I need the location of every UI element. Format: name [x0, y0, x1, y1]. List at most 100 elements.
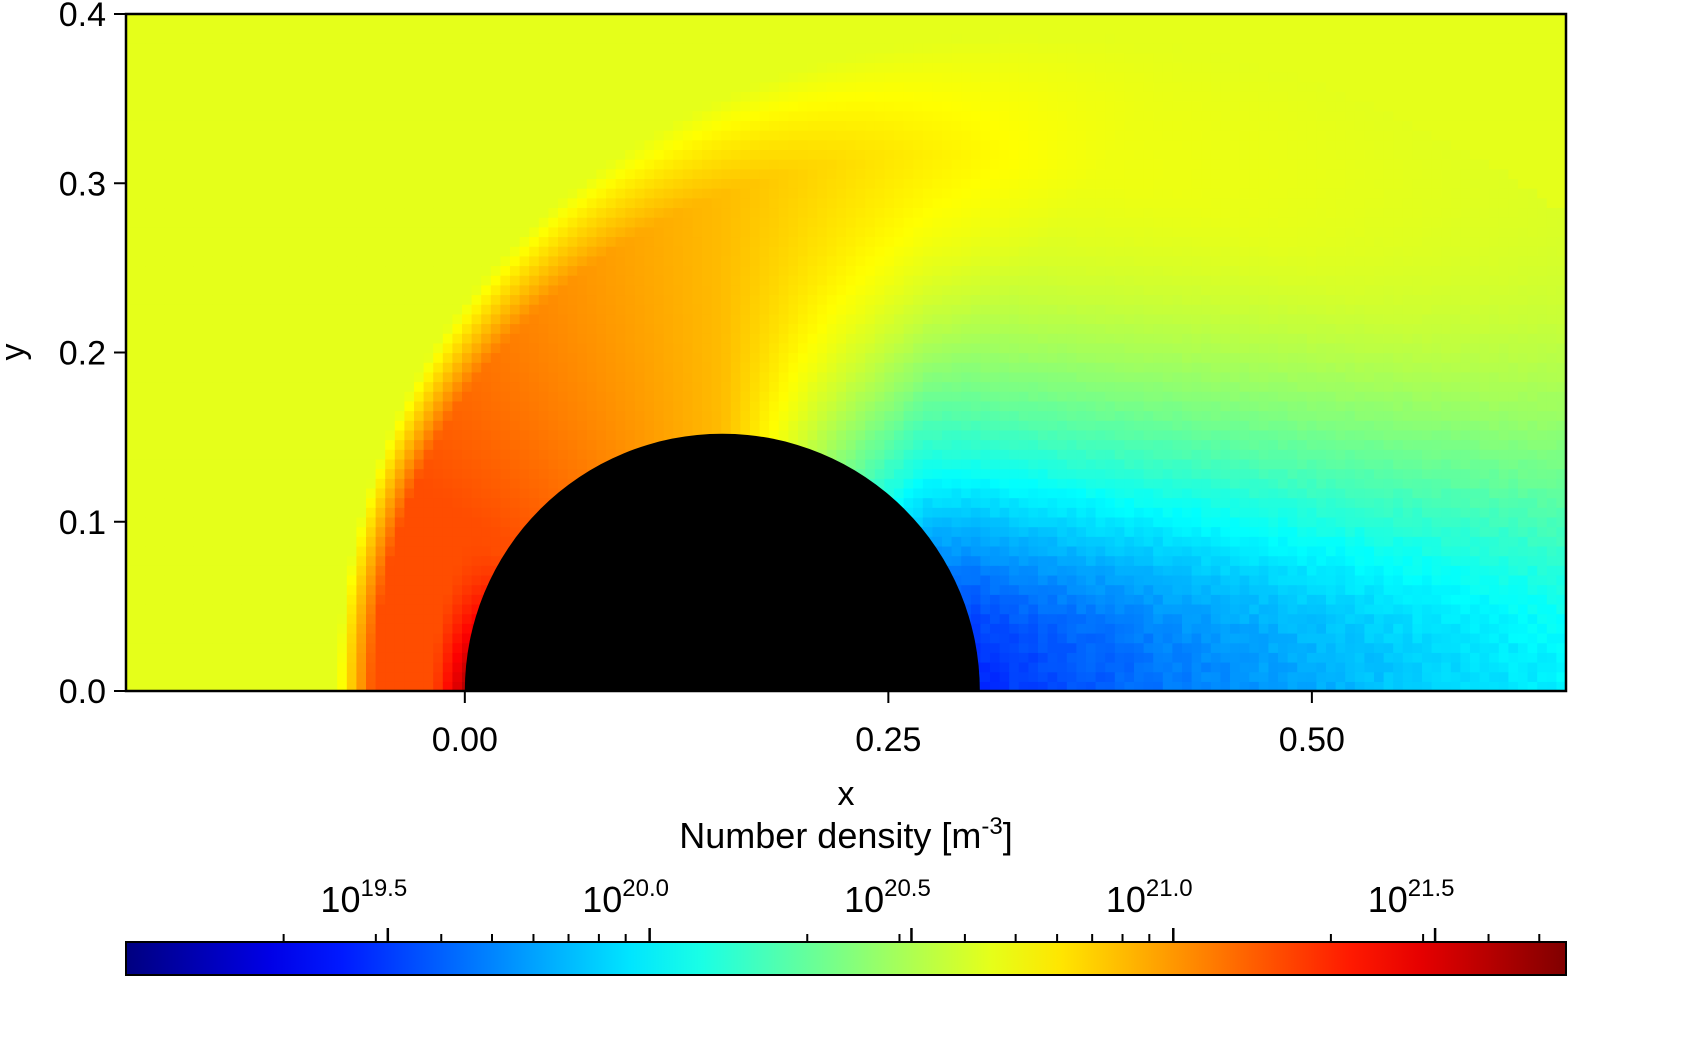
- heatmap-cell: [1470, 382, 1480, 392]
- heatmap-cell: [1009, 527, 1019, 537]
- heatmap-cell: [1048, 411, 1058, 421]
- heatmap-cell: [1134, 575, 1144, 585]
- heatmap-cell: [779, 411, 789, 421]
- heatmap-cell: [1470, 565, 1480, 575]
- heatmap-cell: [414, 507, 424, 517]
- heatmap-cell: [1172, 643, 1182, 653]
- heatmap-cell: [126, 469, 136, 479]
- heatmap-cell: [347, 565, 357, 575]
- heatmap-cell: [1537, 469, 1547, 479]
- heatmap-cell: [1124, 633, 1134, 643]
- heatmap-cell: [241, 391, 251, 401]
- heatmap-cell: [1345, 440, 1355, 450]
- heatmap-cell: [1528, 614, 1538, 624]
- heatmap-cell: [1326, 643, 1336, 653]
- heatmap-cell: [1172, 401, 1182, 411]
- heatmap-cell: [1316, 478, 1326, 488]
- heatmap-cell: [1105, 527, 1115, 537]
- heatmap-cell: [222, 478, 232, 488]
- heatmap-cell: [1009, 507, 1019, 517]
- heatmap-cell: [1182, 604, 1192, 614]
- heatmap-cell: [1441, 478, 1451, 488]
- heatmap-cell: [1393, 507, 1403, 517]
- heatmap-cell: [1096, 556, 1106, 566]
- heatmap-cell: [270, 469, 280, 479]
- heatmap-cell: [980, 585, 990, 595]
- heatmap-cell: [529, 391, 539, 401]
- heatmap-cell: [404, 527, 414, 537]
- heatmap-cell: [1547, 488, 1557, 498]
- heatmap-cell: [1451, 614, 1461, 624]
- heatmap-cell: [347, 372, 357, 382]
- heatmap-cell: [1518, 565, 1528, 575]
- heatmap-cell: [875, 440, 885, 450]
- heatmap-cell: [1460, 372, 1470, 382]
- heatmap-cell: [126, 623, 136, 633]
- heatmap-cell: [1067, 440, 1077, 450]
- heatmap-cell: [1422, 411, 1432, 421]
- heatmap-cell: [952, 391, 962, 401]
- heatmap-cell: [1316, 391, 1326, 401]
- heatmap-cell: [1153, 623, 1163, 633]
- heatmap-cell: [337, 498, 347, 508]
- heatmap-cell: [1307, 556, 1317, 566]
- heatmap-cell: [980, 498, 990, 508]
- heatmap-cell: [1211, 585, 1221, 595]
- heatmap-cell: [1528, 594, 1538, 604]
- heatmap-cell: [1307, 652, 1317, 662]
- heatmap-cell: [865, 372, 875, 382]
- heatmap-cell: [971, 411, 981, 421]
- heatmap-cell: [1038, 604, 1048, 614]
- heatmap-cell: [366, 478, 376, 488]
- heatmap-cell: [1355, 469, 1365, 479]
- heatmap-cell: [145, 391, 155, 401]
- heatmap-cell: [1489, 411, 1499, 421]
- heatmap-cell: [616, 440, 626, 450]
- heatmap-cell: [443, 372, 453, 382]
- heatmap-cell: [913, 382, 923, 392]
- heatmap-cell: [1124, 440, 1134, 450]
- heatmap-cell: [1412, 585, 1422, 595]
- heatmap-cell: [1518, 469, 1528, 479]
- heatmap-cell: [529, 362, 539, 372]
- heatmap-cell: [884, 449, 894, 459]
- heatmap-cell: [1336, 546, 1346, 556]
- heatmap-cell: [414, 478, 424, 488]
- heatmap-cell: [548, 420, 558, 430]
- heatmap-cell: [788, 430, 798, 440]
- heatmap-cell: [1326, 411, 1336, 421]
- heatmap-cell: [491, 507, 501, 517]
- heatmap-cell: [990, 411, 1000, 421]
- heatmap-cell: [1470, 517, 1480, 527]
- heatmap-cell: [1076, 633, 1086, 643]
- heatmap-cell: [1096, 652, 1106, 662]
- heatmap-cell: [280, 401, 290, 411]
- heatmap-cell: [1288, 459, 1298, 469]
- heatmap-cell: [1163, 440, 1173, 450]
- heatmap-cell: [1144, 662, 1154, 672]
- heatmap-cell: [184, 382, 194, 392]
- heatmap-cell: [260, 469, 270, 479]
- heatmap-cell: [232, 643, 242, 653]
- heatmap-cell: [260, 391, 270, 401]
- heatmap-cell: [1345, 420, 1355, 430]
- heatmap-cell: [366, 546, 376, 556]
- heatmap-cell: [232, 594, 242, 604]
- heatmap-cell: [385, 498, 395, 508]
- heatmap-cell: [577, 401, 587, 411]
- heatmap-cell: [1345, 623, 1355, 633]
- heatmap-cell: [904, 420, 914, 430]
- heatmap-cell: [932, 391, 942, 401]
- heatmap-cell: [222, 420, 232, 430]
- heatmap-cell: [1316, 623, 1326, 633]
- heatmap-cell: [356, 652, 366, 662]
- heatmap-cell: [1278, 459, 1288, 469]
- heatmap-cell: [1009, 401, 1019, 411]
- heatmap-cell: [126, 565, 136, 575]
- heatmap-cell: [1326, 556, 1336, 566]
- heatmap-cell: [1057, 643, 1067, 653]
- heatmap-cell: [673, 401, 683, 411]
- heatmap-cell: [366, 672, 376, 682]
- heatmap-cell: [798, 401, 808, 411]
